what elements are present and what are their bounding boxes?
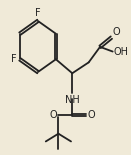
Text: F: F <box>35 7 41 18</box>
Text: OH: OH <box>114 46 129 57</box>
Text: NH: NH <box>65 95 80 105</box>
Text: F: F <box>11 54 17 64</box>
Text: O: O <box>50 110 58 120</box>
Text: O: O <box>87 110 95 120</box>
Text: O: O <box>112 27 120 37</box>
